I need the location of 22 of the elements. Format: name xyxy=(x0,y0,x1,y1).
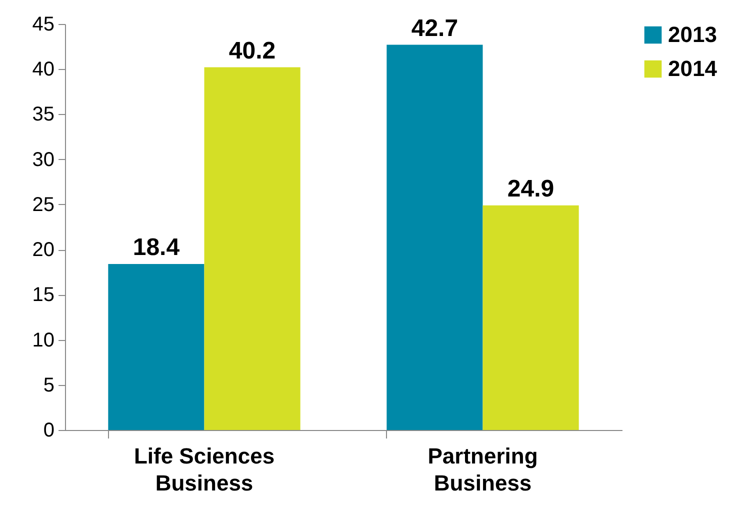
y-tick-label: 35 xyxy=(32,104,54,126)
y-tick-label: 20 xyxy=(32,239,54,262)
y-tick-label: 25 xyxy=(32,194,54,216)
data-label: 42.7 xyxy=(411,14,458,42)
bar xyxy=(386,44,483,430)
x-tick-label: Partnering Business xyxy=(428,444,538,496)
y-tick-label: 0 xyxy=(43,420,54,442)
y-tick-label: 15 xyxy=(32,284,54,306)
legend-label: 2013 xyxy=(668,22,717,47)
bar xyxy=(108,264,204,430)
data-label: 18.4 xyxy=(132,234,180,261)
y-tick-label: 5 xyxy=(43,374,54,396)
bar xyxy=(482,205,579,430)
data-label: 40.2 xyxy=(228,37,276,64)
y-tick-label: 45 xyxy=(32,14,54,36)
data-label: 24.9 xyxy=(507,175,554,202)
y-tick-label: 30 xyxy=(32,148,54,171)
y-tick-label: 10 xyxy=(32,329,54,352)
bar xyxy=(204,67,300,430)
x-tick-label: Life Sciences Business xyxy=(134,444,275,496)
y-tick-label: 40 xyxy=(32,58,54,81)
legend-label: 2014 xyxy=(668,56,718,81)
